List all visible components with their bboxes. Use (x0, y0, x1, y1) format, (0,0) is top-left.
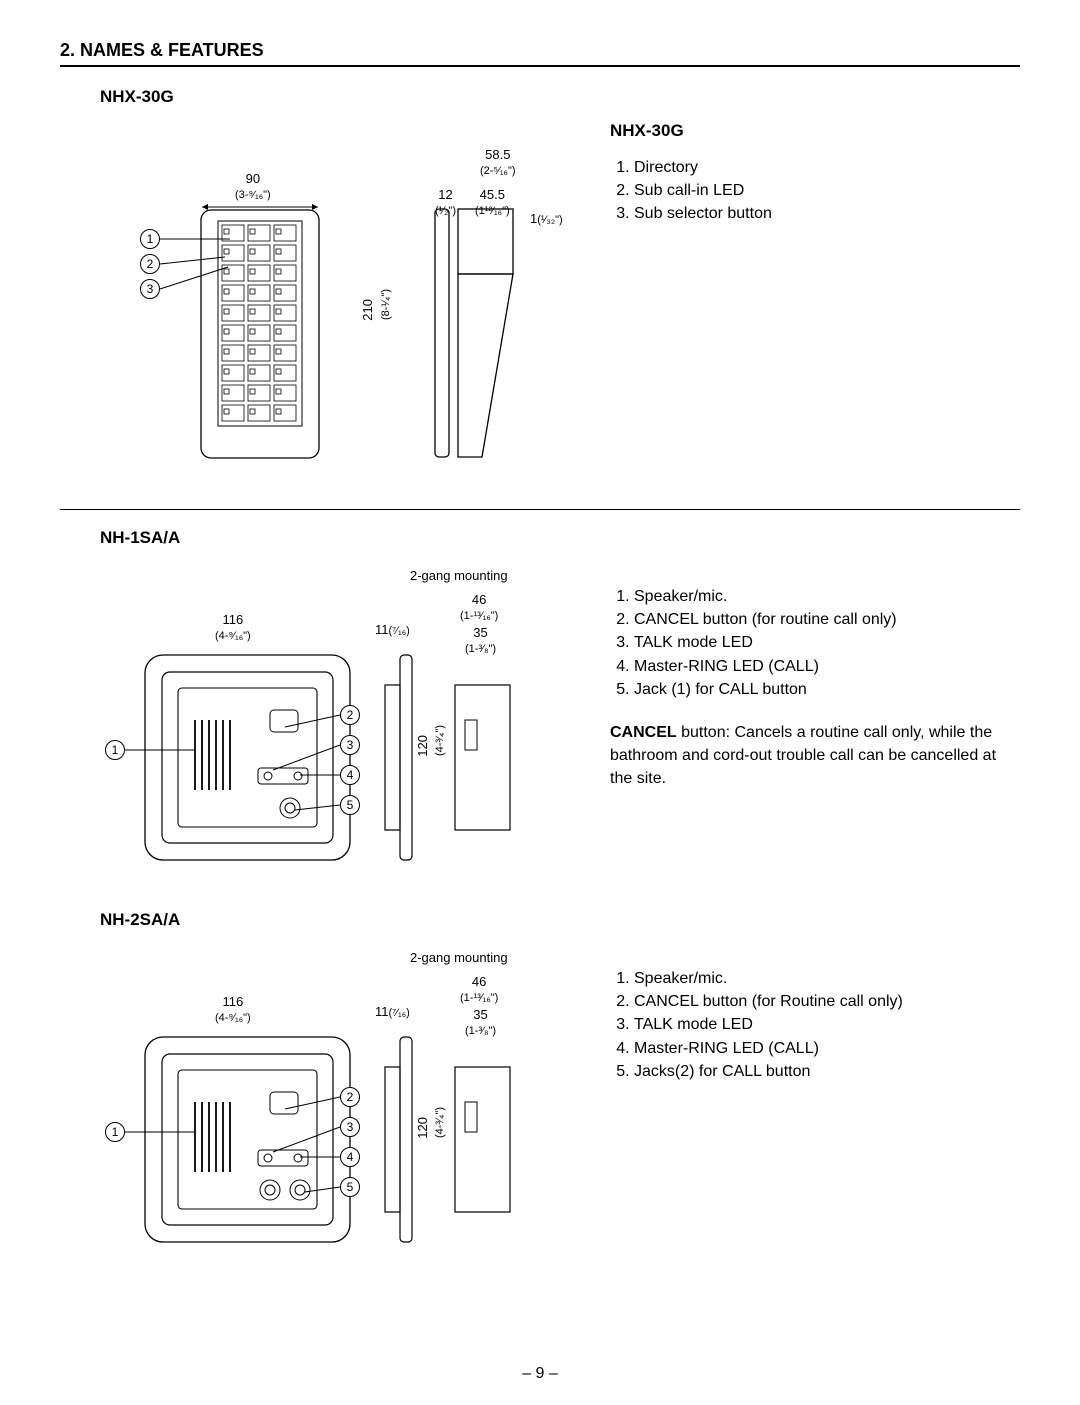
dim-top-mm: 58.5 (485, 147, 510, 162)
diagram-nhx30g: (function(){ var ns="http://www.w3.org/2… (60, 119, 580, 489)
feature-item: Master-RING LED (CALL) (634, 1037, 1020, 1060)
dim: 46 (472, 974, 486, 989)
callout-1: 1 (140, 229, 160, 249)
dim: (1-³⁄₈") (465, 1025, 496, 1037)
callout-2: 2 (140, 254, 160, 274)
section-title: 2. NAMES & FEATURES (60, 40, 1020, 67)
dim: 46 (472, 592, 486, 607)
dim: 120 (415, 735, 430, 757)
dim: (⁷⁄₁₆) (389, 625, 410, 637)
callout-1: 1 (105, 740, 125, 760)
callout-3: 3 (140, 279, 160, 299)
page-number: – 9 – (0, 1365, 1080, 1383)
dim: (4-³⁄₄") (434, 1107, 446, 1138)
dim: (4-⁹⁄₁₆") (215, 1012, 251, 1024)
desc-nh2sa: Speaker/mic. CANCEL button (for Routine … (610, 942, 1020, 1272)
dim: (1-¹³⁄₁₆") (460, 610, 498, 622)
feature-item: Speaker/mic. (634, 967, 1020, 990)
feature-item: Directory (634, 156, 1020, 179)
mount-label-2: 2-gang mounting (410, 950, 508, 965)
dim-top-in: (2-⁵⁄₁₆") (480, 165, 516, 177)
dim-gap-in: (¹⁄₃₂") (537, 214, 562, 226)
dim-d1-mm: 12 (438, 187, 452, 202)
feature-item: Jack (1) for CALL button (634, 678, 1020, 701)
dim: 116 (222, 612, 243, 627)
dim: 116 (222, 994, 243, 1009)
desc-nhx30g: NHX-30G Directory Sub call-in LED Sub se… (610, 119, 1020, 489)
feature-item: Jacks(2) for CALL button (634, 1060, 1020, 1083)
callout-1: 1 (105, 1122, 125, 1142)
dim-d2-in: (1¹²⁄₁₆") (475, 205, 510, 217)
diagram-nh2sa: 2-gang mounting (60, 942, 580, 1272)
product-title-nh2sa: NH-2SA/A (100, 910, 1020, 930)
dim-h-mm: 210 (360, 299, 375, 321)
feature-item: CANCEL button (for Routine call only) (634, 990, 1020, 1013)
cancel-note: CANCEL button: Cancels a routine call on… (610, 721, 1020, 791)
mount-label-1: 2-gang mounting (410, 568, 508, 583)
dim: 11 (375, 622, 389, 637)
product-title-nhx30g: NHX-30G (100, 87, 1020, 107)
desc-title-nhx30g: NHX-30G (610, 119, 1020, 144)
feature-item: Master-RING LED (CALL) (634, 655, 1020, 678)
dim-d2-mm: 45.5 (480, 187, 505, 202)
dim-d1-in: (¹⁄₂") (435, 205, 456, 217)
feature-item: Sub call-in LED (634, 179, 1020, 202)
dim-w-in: (3-⁹⁄₁₆") (235, 189, 271, 201)
dim: 120 (415, 1117, 430, 1139)
feature-item: TALK mode LED (634, 1013, 1020, 1036)
dim: 11 (375, 1004, 389, 1019)
desc-nh1sa: Speaker/mic. CANCEL button (for routine … (610, 560, 1020, 890)
divider (60, 509, 1020, 510)
dim: (4-⁹⁄₁₆") (215, 630, 251, 642)
feature-item: Speaker/mic. (634, 585, 1020, 608)
dim: (1-¹³⁄₁₆") (460, 992, 498, 1004)
dim: 35 (473, 1007, 487, 1022)
dim-h-in: (8-¹⁄₄") (380, 289, 392, 320)
dim: (4-³⁄₄") (434, 725, 446, 756)
feature-item: Sub selector button (634, 202, 1020, 225)
dim: (1-³⁄₈") (465, 643, 496, 655)
diagram-nh1sa: 2-gang mounting (60, 560, 580, 890)
dim: (⁷⁄₁₆) (389, 1007, 410, 1019)
dim: 35 (473, 625, 487, 640)
dim-w-mm: 90 (246, 171, 260, 186)
product-title-nh1sa: NH-1SA/A (100, 528, 1020, 548)
note-bold: CANCEL (610, 724, 677, 741)
feature-item: CANCEL button (for routine call only) (634, 608, 1020, 631)
feature-item: TALK mode LED (634, 631, 1020, 654)
